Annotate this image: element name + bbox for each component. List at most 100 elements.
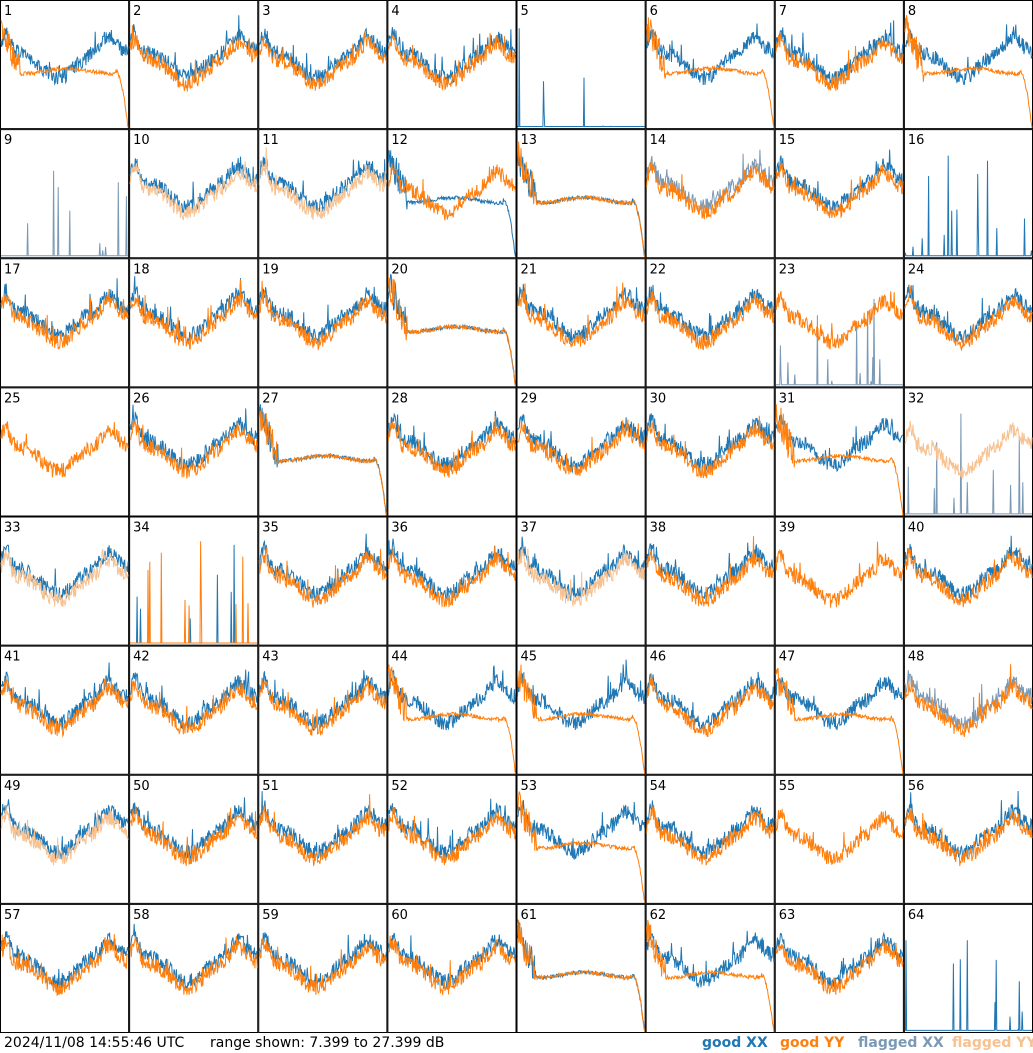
panel-label: 32: [908, 391, 925, 406]
panel-45: 45: [516, 645, 646, 775]
panel-13: 13: [516, 129, 646, 259]
panel-label: 2: [133, 4, 141, 19]
panel-frame: [129, 516, 259, 646]
panel-15: 15: [774, 129, 904, 259]
series-good-xx: [129, 156, 258, 214]
panel-54: 54: [645, 774, 775, 904]
panel-label: 7: [779, 4, 787, 19]
panel-frame: [387, 258, 517, 388]
series-good-xx: [904, 535, 1033, 602]
panel-frame: [129, 645, 259, 775]
panel-frame: [774, 129, 904, 259]
series-good-yy: [0, 20, 129, 128]
panel-19: 19: [258, 258, 388, 388]
panel-frame: [0, 387, 130, 517]
panel-18: 18: [129, 258, 259, 388]
panel-label: 12: [391, 133, 408, 148]
legend-good-xx: good XX: [702, 1035, 768, 1051]
legend-good-yy: good YY: [780, 1035, 845, 1051]
panel-32: 32: [903, 387, 1033, 517]
panel-frame: [516, 0, 646, 130]
panel-frame: [516, 258, 646, 388]
series-good-yy: [904, 286, 1033, 352]
series-flagged-yy: [0, 807, 129, 866]
panel-35: 35: [258, 516, 388, 646]
panel-frame: [774, 903, 904, 1033]
panel-frame: [516, 774, 646, 904]
panel-label: 49: [4, 779, 21, 794]
panel-frame: [258, 0, 388, 130]
panel-frame: [0, 516, 130, 646]
panel-8: 8: [903, 0, 1033, 130]
series-good-yy: [0, 289, 129, 350]
panel-frame: [258, 645, 388, 775]
panel-frame: [129, 387, 259, 517]
panel-24: 24: [903, 258, 1033, 388]
series-good-yy: [129, 806, 258, 867]
panel-label: 41: [4, 650, 21, 665]
panel-3: 3: [258, 0, 388, 130]
panel-label: 42: [133, 650, 150, 665]
series-good-xx: [0, 278, 129, 343]
series-good-yy: [517, 664, 646, 774]
panel-label: 17: [4, 262, 21, 277]
panel-label: 56: [908, 779, 925, 794]
panel-frame: [387, 129, 517, 259]
series-good-xx: [258, 670, 387, 731]
panel-label: 26: [133, 391, 150, 406]
series-good-xx: [517, 28, 645, 127]
series-good-xx: [129, 797, 258, 860]
panel-frame: [645, 129, 775, 259]
panel-frame: [516, 645, 646, 775]
series-good-yy: [129, 25, 258, 92]
series-good-yy: [258, 30, 387, 91]
panel-50: 50: [129, 774, 259, 904]
panel-38: 38: [645, 516, 775, 646]
panel-1: 1: [0, 0, 130, 130]
panel-5: 5: [516, 0, 646, 130]
series-good-yy: [646, 673, 775, 738]
panel-frame: [516, 516, 646, 646]
series-good-yy: [646, 290, 775, 351]
series-good-yy: [904, 664, 1033, 738]
panel-frame: [387, 0, 517, 130]
panel-label: 18: [133, 262, 150, 277]
panel-30: 30: [645, 387, 775, 517]
series-good-yy: [387, 664, 516, 774]
series-flagged-yy: [517, 548, 646, 607]
series-good-yy: [258, 794, 387, 868]
panel-frame: [903, 129, 1033, 259]
panel-frame: [258, 387, 388, 517]
panel-label: 54: [650, 779, 667, 794]
panel-label: 46: [650, 650, 667, 665]
panel-label: 31: [779, 391, 796, 406]
panel-label: 60: [391, 908, 408, 923]
series-good-yy: [904, 15, 1033, 128]
panel-label: 45: [521, 650, 538, 665]
series-good-yy: [258, 938, 387, 995]
panel-33: 33: [0, 516, 130, 646]
panel-frame: [774, 258, 904, 388]
panel-34: 34: [129, 516, 259, 646]
series-good-yy: [0, 675, 129, 738]
series-good-xx: [130, 923, 258, 991]
panel-frame: [258, 258, 388, 388]
series-good-xx: [387, 665, 516, 731]
panel-label: 59: [262, 908, 279, 923]
series-good-yy: [258, 280, 387, 352]
series-good-yy: [517, 282, 645, 348]
series-good-yy: [387, 415, 516, 478]
panel-label: 57: [4, 908, 21, 923]
series-good-yy: [129, 279, 258, 350]
panel-46: 46: [645, 645, 775, 775]
panel-frame: [0, 129, 130, 259]
series-good-yy: [388, 163, 516, 221]
series-good-xx: [904, 940, 1032, 1033]
panel-frame: [516, 387, 646, 517]
panel-label: 21: [521, 262, 538, 277]
panel-11: 11: [258, 129, 388, 259]
panel-label: 63: [779, 908, 796, 923]
panel-frame: [645, 387, 775, 517]
legend-flagged-xx: flagged XX: [858, 1035, 944, 1051]
panel-16: 16: [903, 129, 1033, 259]
